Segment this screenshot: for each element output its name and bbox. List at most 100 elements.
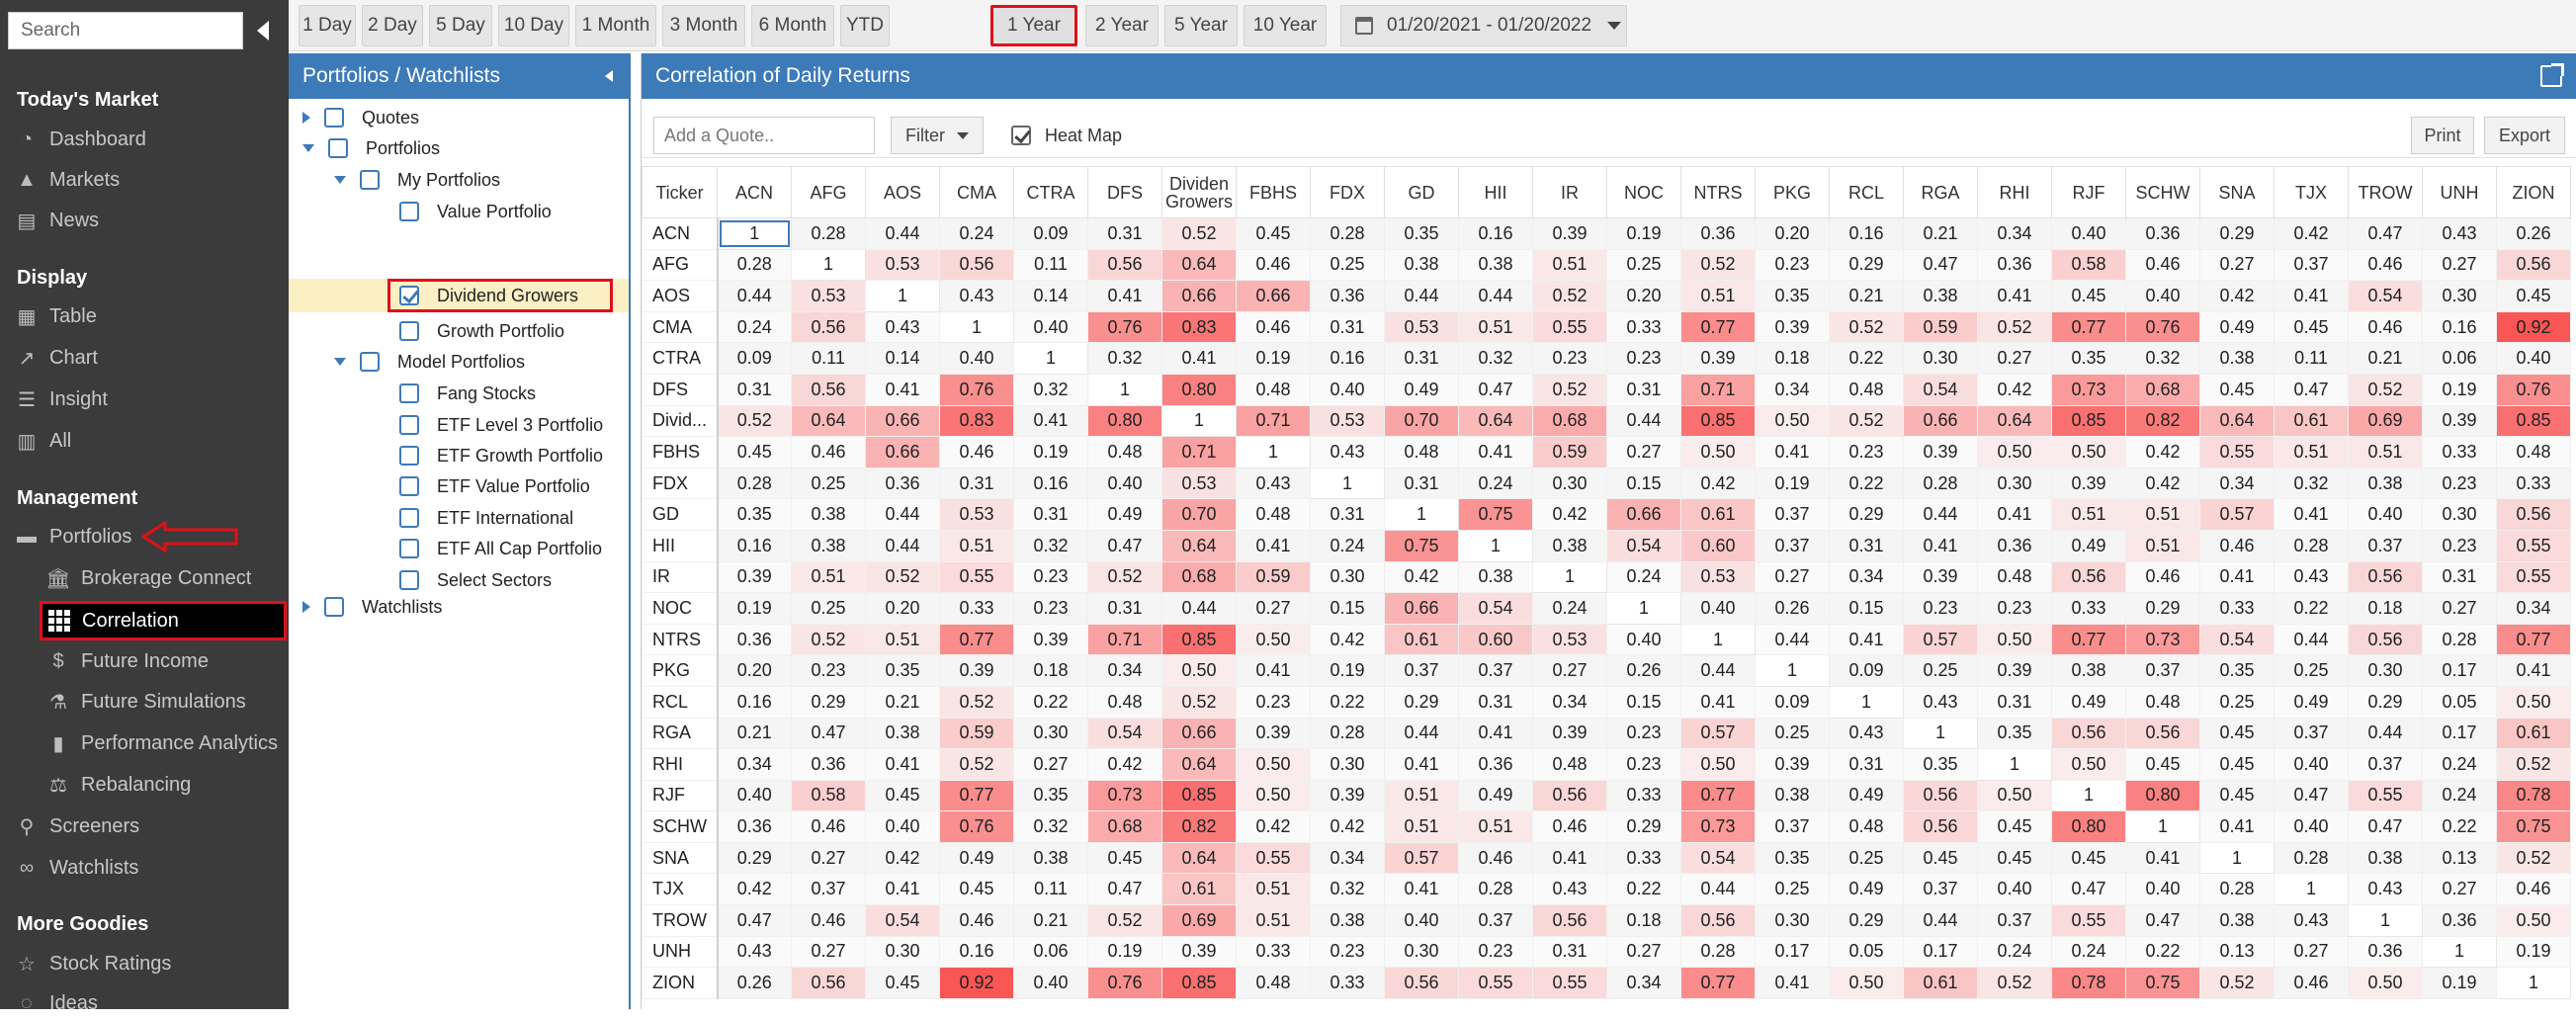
range-button-5-day[interactable]: 5 Day	[429, 5, 492, 46]
tree-item-growth-portfolio[interactable]: Growth Portfolio	[399, 316, 564, 346]
column-header[interactable]: RJF	[2051, 166, 2126, 218]
collapse-icon[interactable]	[334, 176, 346, 184]
sidebar-item-watchlists[interactable]: ∞ Watchlists	[0, 851, 289, 885]
date-range-picker[interactable]: 01/20/2021 - 01/20/2022	[1340, 5, 1627, 46]
checkbox[interactable]	[399, 508, 419, 528]
range-button-1-month[interactable]: 1 Month	[575, 5, 656, 46]
checkbox[interactable]	[399, 446, 419, 466]
tree-item-select-sectors[interactable]: Select Sectors	[399, 565, 552, 595]
external-link-icon[interactable]	[2540, 63, 2564, 87]
range-button-10-year[interactable]: 10 Year	[1244, 5, 1327, 46]
checkbox[interactable]	[399, 539, 419, 558]
sidebar-item-future-income[interactable]: $ Future Income	[0, 644, 289, 678]
column-header[interactable]: GD	[1384, 166, 1459, 218]
sidebar-item-table[interactable]: ▦ Table	[0, 299, 289, 333]
column-header[interactable]: RGA	[1903, 166, 1978, 218]
column-header[interactable]: NOC	[1606, 166, 1681, 218]
column-header[interactable]: Dividen Growers	[1161, 166, 1237, 218]
sidebar-item-ideas[interactable]: ◌ Ideas	[0, 986, 289, 1020]
column-header[interactable]: ACN	[717, 166, 792, 218]
column-header[interactable]: PKG	[1755, 166, 1830, 218]
collapse-sidebar-icon[interactable]	[257, 21, 269, 41]
column-header[interactable]: ZION	[2496, 166, 2571, 218]
tree-item-watchlists[interactable]: Watchlists	[302, 592, 442, 622]
tree-item-etf-all-cap[interactable]: ETF All Cap Portfolio	[399, 534, 602, 563]
tree-item-value-portfolio[interactable]: Value Portfolio	[399, 197, 552, 226]
column-header[interactable]: RCL	[1829, 166, 1904, 218]
column-header[interactable]: CMA	[939, 166, 1014, 218]
tree-item-etf-growth[interactable]: ETF Growth Portfolio	[399, 441, 603, 470]
column-header[interactable]: TROW	[2348, 166, 2423, 218]
sidebar-item-correlation[interactable]: Correlation	[40, 601, 287, 640]
collapse-icon[interactable]	[334, 358, 346, 366]
sidebar-item-rebalancing[interactable]: ⚖ Rebalancing	[0, 768, 289, 802]
column-header[interactable]: HII	[1458, 166, 1533, 218]
sidebar-item-dashboard[interactable]: ◔ Dashboard	[0, 123, 289, 156]
tree-item-model-portfolios[interactable]: Model Portfolios	[334, 347, 525, 377]
checkbox[interactable]	[324, 108, 344, 128]
column-header[interactable]: TJX	[2274, 166, 2349, 218]
range-button-1-year[interactable]: 1 Year	[990, 5, 1077, 46]
range-button-2-day[interactable]: 2 Day	[362, 5, 423, 46]
range-button-10-day[interactable]: 10 Day	[498, 5, 569, 46]
checkbox[interactable]	[399, 570, 419, 590]
checkbox[interactable]	[399, 383, 419, 403]
column-header[interactable]: UNH	[2422, 166, 2497, 218]
column-header[interactable]: AOS	[865, 166, 940, 218]
tree-item-portfolios[interactable]: Portfolios	[302, 133, 440, 163]
checkbox[interactable]	[360, 352, 380, 372]
checkbox[interactable]	[324, 597, 344, 617]
column-header[interactable]: SNA	[2199, 166, 2275, 218]
sidebar-item-future-simulations[interactable]: ⚗ Future Simulations	[0, 685, 289, 719]
sidebar-item-portfolios[interactable]: ▬ Portfolios	[0, 520, 289, 553]
expand-icon[interactable]	[302, 112, 310, 124]
export-button[interactable]: Export	[2484, 117, 2565, 154]
sidebar-item-brokerage-connect[interactable]: 🏛 Brokerage Connect	[0, 561, 289, 595]
range-button-3-month[interactable]: 3 Month	[662, 5, 745, 46]
range-button-5-year[interactable]: 5 Year	[1164, 5, 1238, 46]
checkbox[interactable]	[399, 415, 419, 435]
range-button-2-year[interactable]: 2 Year	[1085, 5, 1159, 46]
search-input[interactable]	[9, 13, 242, 48]
collapse-icon[interactable]	[302, 144, 314, 152]
column-header[interactable]: DFS	[1087, 166, 1162, 218]
sidebar-item-chart[interactable]: ↗ Chart	[0, 341, 289, 375]
tree-item-etf-value[interactable]: ETF Value Portfolio	[399, 471, 590, 501]
tree-item-quotes[interactable]: Quotes	[302, 103, 419, 132]
column-header[interactable]: SCHW	[2125, 166, 2200, 218]
add-quote-input[interactable]	[653, 117, 875, 154]
column-header[interactable]: NTRS	[1680, 166, 1756, 218]
column-header[interactable]: FDX	[1310, 166, 1385, 218]
range-button-ytd[interactable]: YTD	[840, 5, 890, 46]
checkbox[interactable]	[328, 138, 348, 158]
tree-item-etf-international[interactable]: ETF International	[399, 503, 573, 533]
tree-item-etf-level-3[interactable]: ETF Level 3 Portfolio	[399, 410, 603, 440]
checkbox[interactable]	[399, 321, 419, 341]
filter-button[interactable]: Filter	[891, 117, 984, 154]
range-button-1-day[interactable]: 1 Day	[299, 5, 356, 46]
expand-icon[interactable]	[302, 601, 310, 613]
column-header[interactable]: IR	[1532, 166, 1607, 218]
tree-item-fang-stocks[interactable]: Fang Stocks	[399, 379, 536, 408]
collapse-panel-icon[interactable]	[605, 70, 613, 82]
sidebar-item-stock-ratings[interactable]: ☆ Stock Ratings	[0, 947, 289, 980]
heatmap-toggle[interactable]: Heat Map	[1011, 117, 1122, 154]
column-header[interactable]: AFG	[791, 166, 866, 218]
tree-item-dividend-growers[interactable]: Dividend Growers	[399, 281, 578, 310]
sidebar-item-insight[interactable]: ☰ Insight	[0, 382, 289, 416]
column-header[interactable]: FBHS	[1236, 166, 1311, 218]
tree-item-my-portfolios[interactable]: My Portfolios	[334, 165, 500, 195]
checkbox[interactable]	[360, 170, 380, 190]
range-button-6-month[interactable]: 6 Month	[751, 5, 834, 46]
sidebar-item-all[interactable]: ▥ All	[0, 424, 289, 458]
checkbox[interactable]	[399, 202, 419, 221]
sidebar-item-performance-analytics[interactable]: ▮ Performance Analytics	[0, 726, 289, 760]
search-box[interactable]	[8, 12, 243, 49]
sidebar-item-news[interactable]: ▤ News	[0, 204, 289, 237]
heatmap-checkbox[interactable]	[1011, 126, 1031, 145]
sidebar-item-markets[interactable]: ▲ Markets	[0, 163, 289, 197]
checkbox-checked[interactable]	[399, 286, 419, 305]
header-ticker[interactable]: Ticker	[642, 166, 718, 218]
column-header[interactable]: RHI	[1977, 166, 2052, 218]
print-button[interactable]: Print	[2411, 117, 2474, 154]
